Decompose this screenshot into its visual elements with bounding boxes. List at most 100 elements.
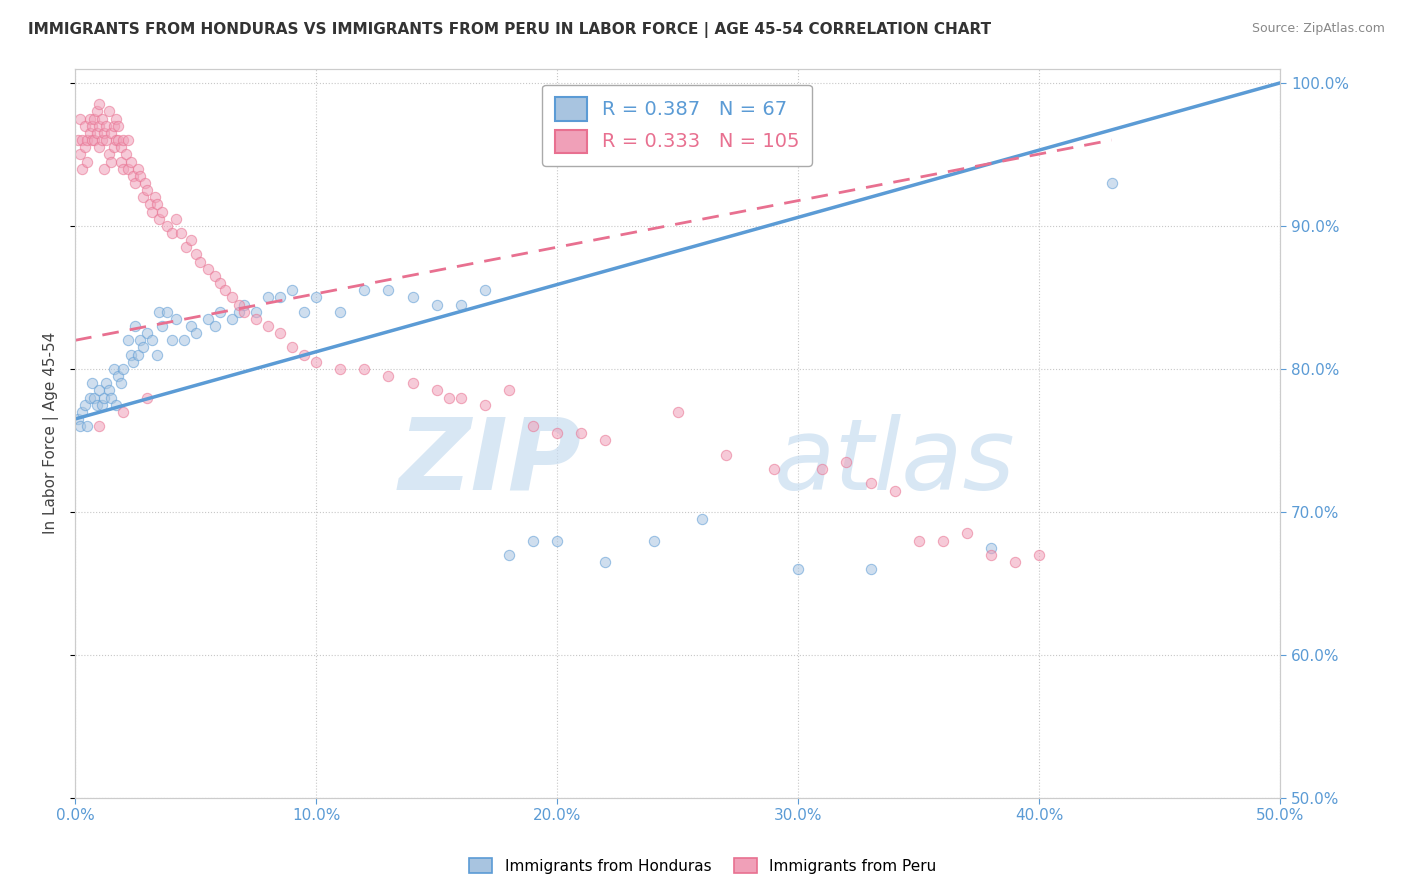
Point [643, 533, 665, 548]
Point [89, 97, 111, 112]
Point [1028, 548, 1050, 562]
Point [100, 391, 122, 405]
Point [401, 290, 423, 304]
Point [595, 555, 617, 569]
Point [66, 412, 89, 426]
Point [76, 419, 98, 434]
Point [80, 376, 103, 391]
Point [228, 297, 250, 311]
Point [377, 369, 399, 384]
Point [595, 434, 617, 448]
Point [89, 384, 111, 398]
Point [329, 362, 352, 376]
Point [146, 197, 169, 211]
Point [292, 348, 315, 362]
Point [83, 133, 105, 147]
Point [141, 204, 163, 219]
Point [117, 133, 139, 147]
Point [122, 355, 145, 369]
Point [1101, 176, 1123, 190]
Point [136, 391, 159, 405]
Point [980, 541, 1002, 555]
Point [148, 211, 170, 226]
Point [79, 112, 101, 126]
Point [93, 126, 115, 140]
Point [114, 147, 136, 161]
Point [426, 384, 449, 398]
Point [76, 154, 98, 169]
Point [73, 140, 96, 154]
Point [127, 161, 149, 176]
Point [72, 161, 94, 176]
Point [124, 318, 146, 333]
Point [72, 133, 94, 147]
Point [107, 119, 129, 133]
Point [437, 391, 460, 405]
Point [96, 133, 118, 147]
Point [474, 283, 496, 297]
Point [221, 290, 243, 304]
Point [97, 147, 120, 161]
Point [103, 140, 125, 154]
Point [103, 119, 125, 133]
Point [245, 304, 267, 318]
Point [69, 419, 91, 434]
Point [763, 462, 786, 476]
Point [666, 405, 689, 419]
Point [110, 140, 132, 154]
Point [100, 154, 122, 169]
Point [160, 334, 183, 348]
Point [89, 119, 111, 133]
Point [257, 318, 280, 333]
Point [69, 112, 91, 126]
Point [569, 426, 592, 441]
Point [377, 283, 399, 297]
Point [160, 226, 183, 240]
Legend: R = 0.387   N = 67, R = 0.333   N = 105: R = 0.387 N = 67, R = 0.333 N = 105 [543, 85, 811, 166]
Point [86, 126, 108, 140]
Point [811, 462, 834, 476]
Point [474, 398, 496, 412]
Point [80, 119, 103, 133]
Point [546, 426, 568, 441]
Point [141, 334, 163, 348]
Point [96, 376, 118, 391]
Point [83, 112, 105, 126]
Point [120, 348, 142, 362]
Point [139, 197, 162, 211]
Point [269, 290, 291, 304]
Point [184, 247, 207, 261]
Point [73, 119, 96, 133]
Point [305, 355, 328, 369]
Point [150, 204, 173, 219]
Point [450, 297, 472, 311]
Point [136, 326, 159, 340]
Point [83, 391, 105, 405]
Text: Source: ZipAtlas.com: Source: ZipAtlas.com [1251, 22, 1385, 36]
Point [148, 304, 170, 318]
Point [546, 533, 568, 548]
Point [69, 147, 91, 161]
Point [122, 169, 145, 183]
Point [156, 304, 179, 318]
Point [353, 362, 375, 376]
Point [124, 176, 146, 190]
Point [498, 384, 520, 398]
Point [90, 112, 112, 126]
Point [204, 268, 226, 283]
Point [110, 154, 132, 169]
Point [232, 304, 254, 318]
Point [859, 476, 882, 491]
Point [107, 133, 129, 147]
Point [401, 376, 423, 391]
Point [112, 161, 135, 176]
Point [1004, 555, 1026, 569]
Point [907, 533, 929, 548]
Point [980, 548, 1002, 562]
Point [450, 391, 472, 405]
Point [714, 448, 737, 462]
Point [353, 283, 375, 297]
Point [956, 526, 979, 541]
Point [66, 133, 89, 147]
Point [136, 183, 159, 197]
